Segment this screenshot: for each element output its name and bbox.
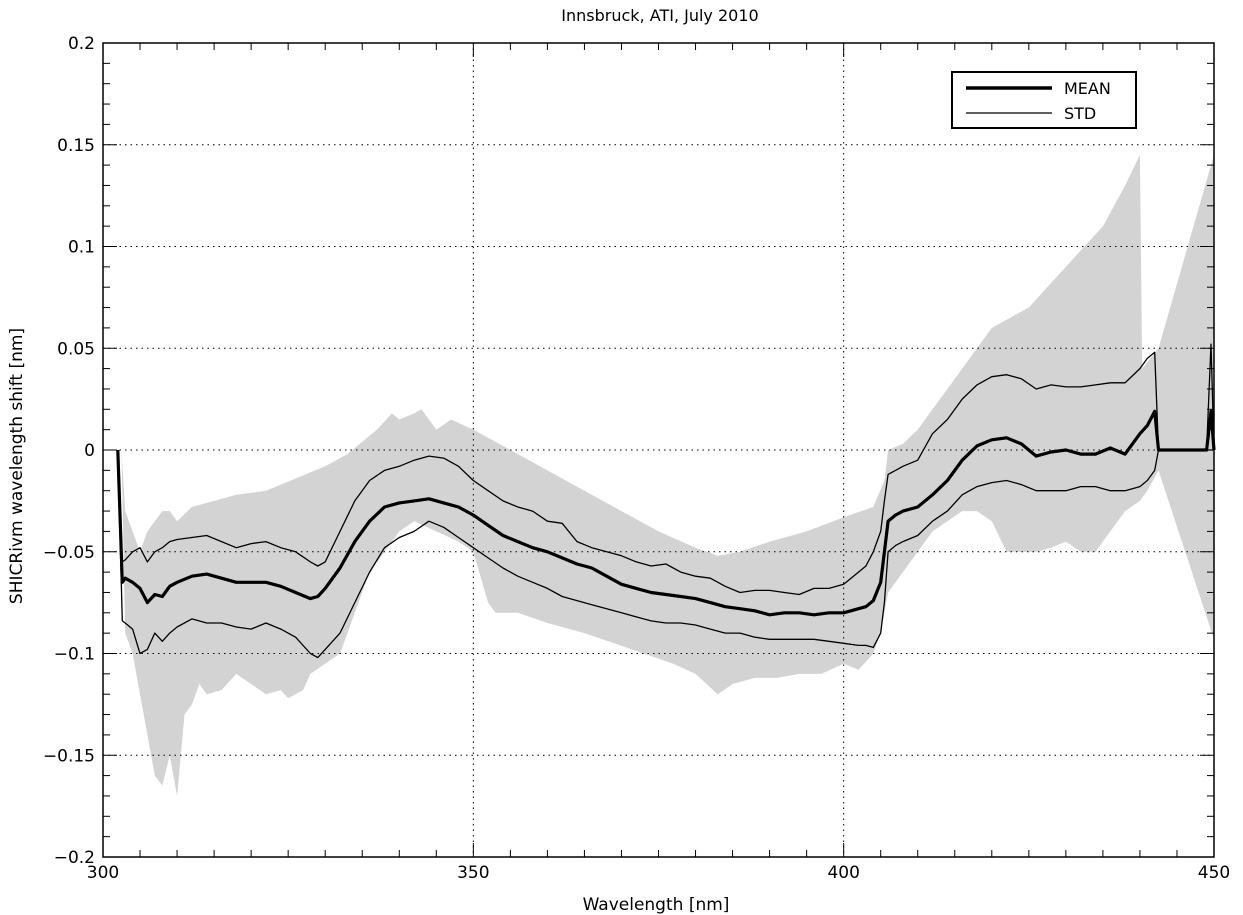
- series-layer: [116, 343, 1216, 659]
- series-line-std-upper: [117, 343, 1215, 596]
- series-line-mean: [116, 409, 1216, 617]
- y-tick-label: 0.05: [57, 339, 95, 359]
- y-axis-label: SHICRivm wavelength shift [nm]: [7, 328, 27, 604]
- axes-layer: [102, 42, 1215, 858]
- series-line-std-lower: [117, 449, 1214, 659]
- legend-box: [951, 71, 1137, 129]
- y-tick-label: −0.1: [54, 645, 95, 665]
- legend-label-std: STD: [1064, 104, 1096, 123]
- chart-title: Innsbruck, ATI, July 2010: [561, 6, 758, 25]
- range-band-layer: [121, 154, 1214, 796]
- x-tick-label: 300: [87, 863, 119, 883]
- y-tick-label: −0.15: [43, 746, 95, 766]
- y-tick-label: 0.15: [57, 136, 95, 156]
- range-band: [121, 154, 1214, 796]
- grid-layer: [103, 43, 1214, 857]
- x-axis-label: Wavelength [nm]: [583, 895, 730, 915]
- legend: MEAN STD: [951, 71, 1137, 129]
- x-tick-label: 400: [827, 863, 859, 883]
- y-tick-label: 0.1: [68, 238, 95, 258]
- x-tick-label: 450: [1198, 863, 1230, 883]
- y-tick-label: 0.2: [68, 34, 95, 54]
- tick-labels-layer: 300 350 400 450 −0.2 −0.15 −0.1 −0.05 0 0.05 0.1 0.…: [43, 34, 1230, 883]
- y-tick-label: 0: [84, 441, 95, 461]
- legend-label-mean: MEAN: [1064, 79, 1111, 98]
- y-tick-label: −0.05: [43, 543, 95, 563]
- x-tick-label: 350: [457, 863, 489, 883]
- y-tick-label: −0.2: [54, 848, 95, 868]
